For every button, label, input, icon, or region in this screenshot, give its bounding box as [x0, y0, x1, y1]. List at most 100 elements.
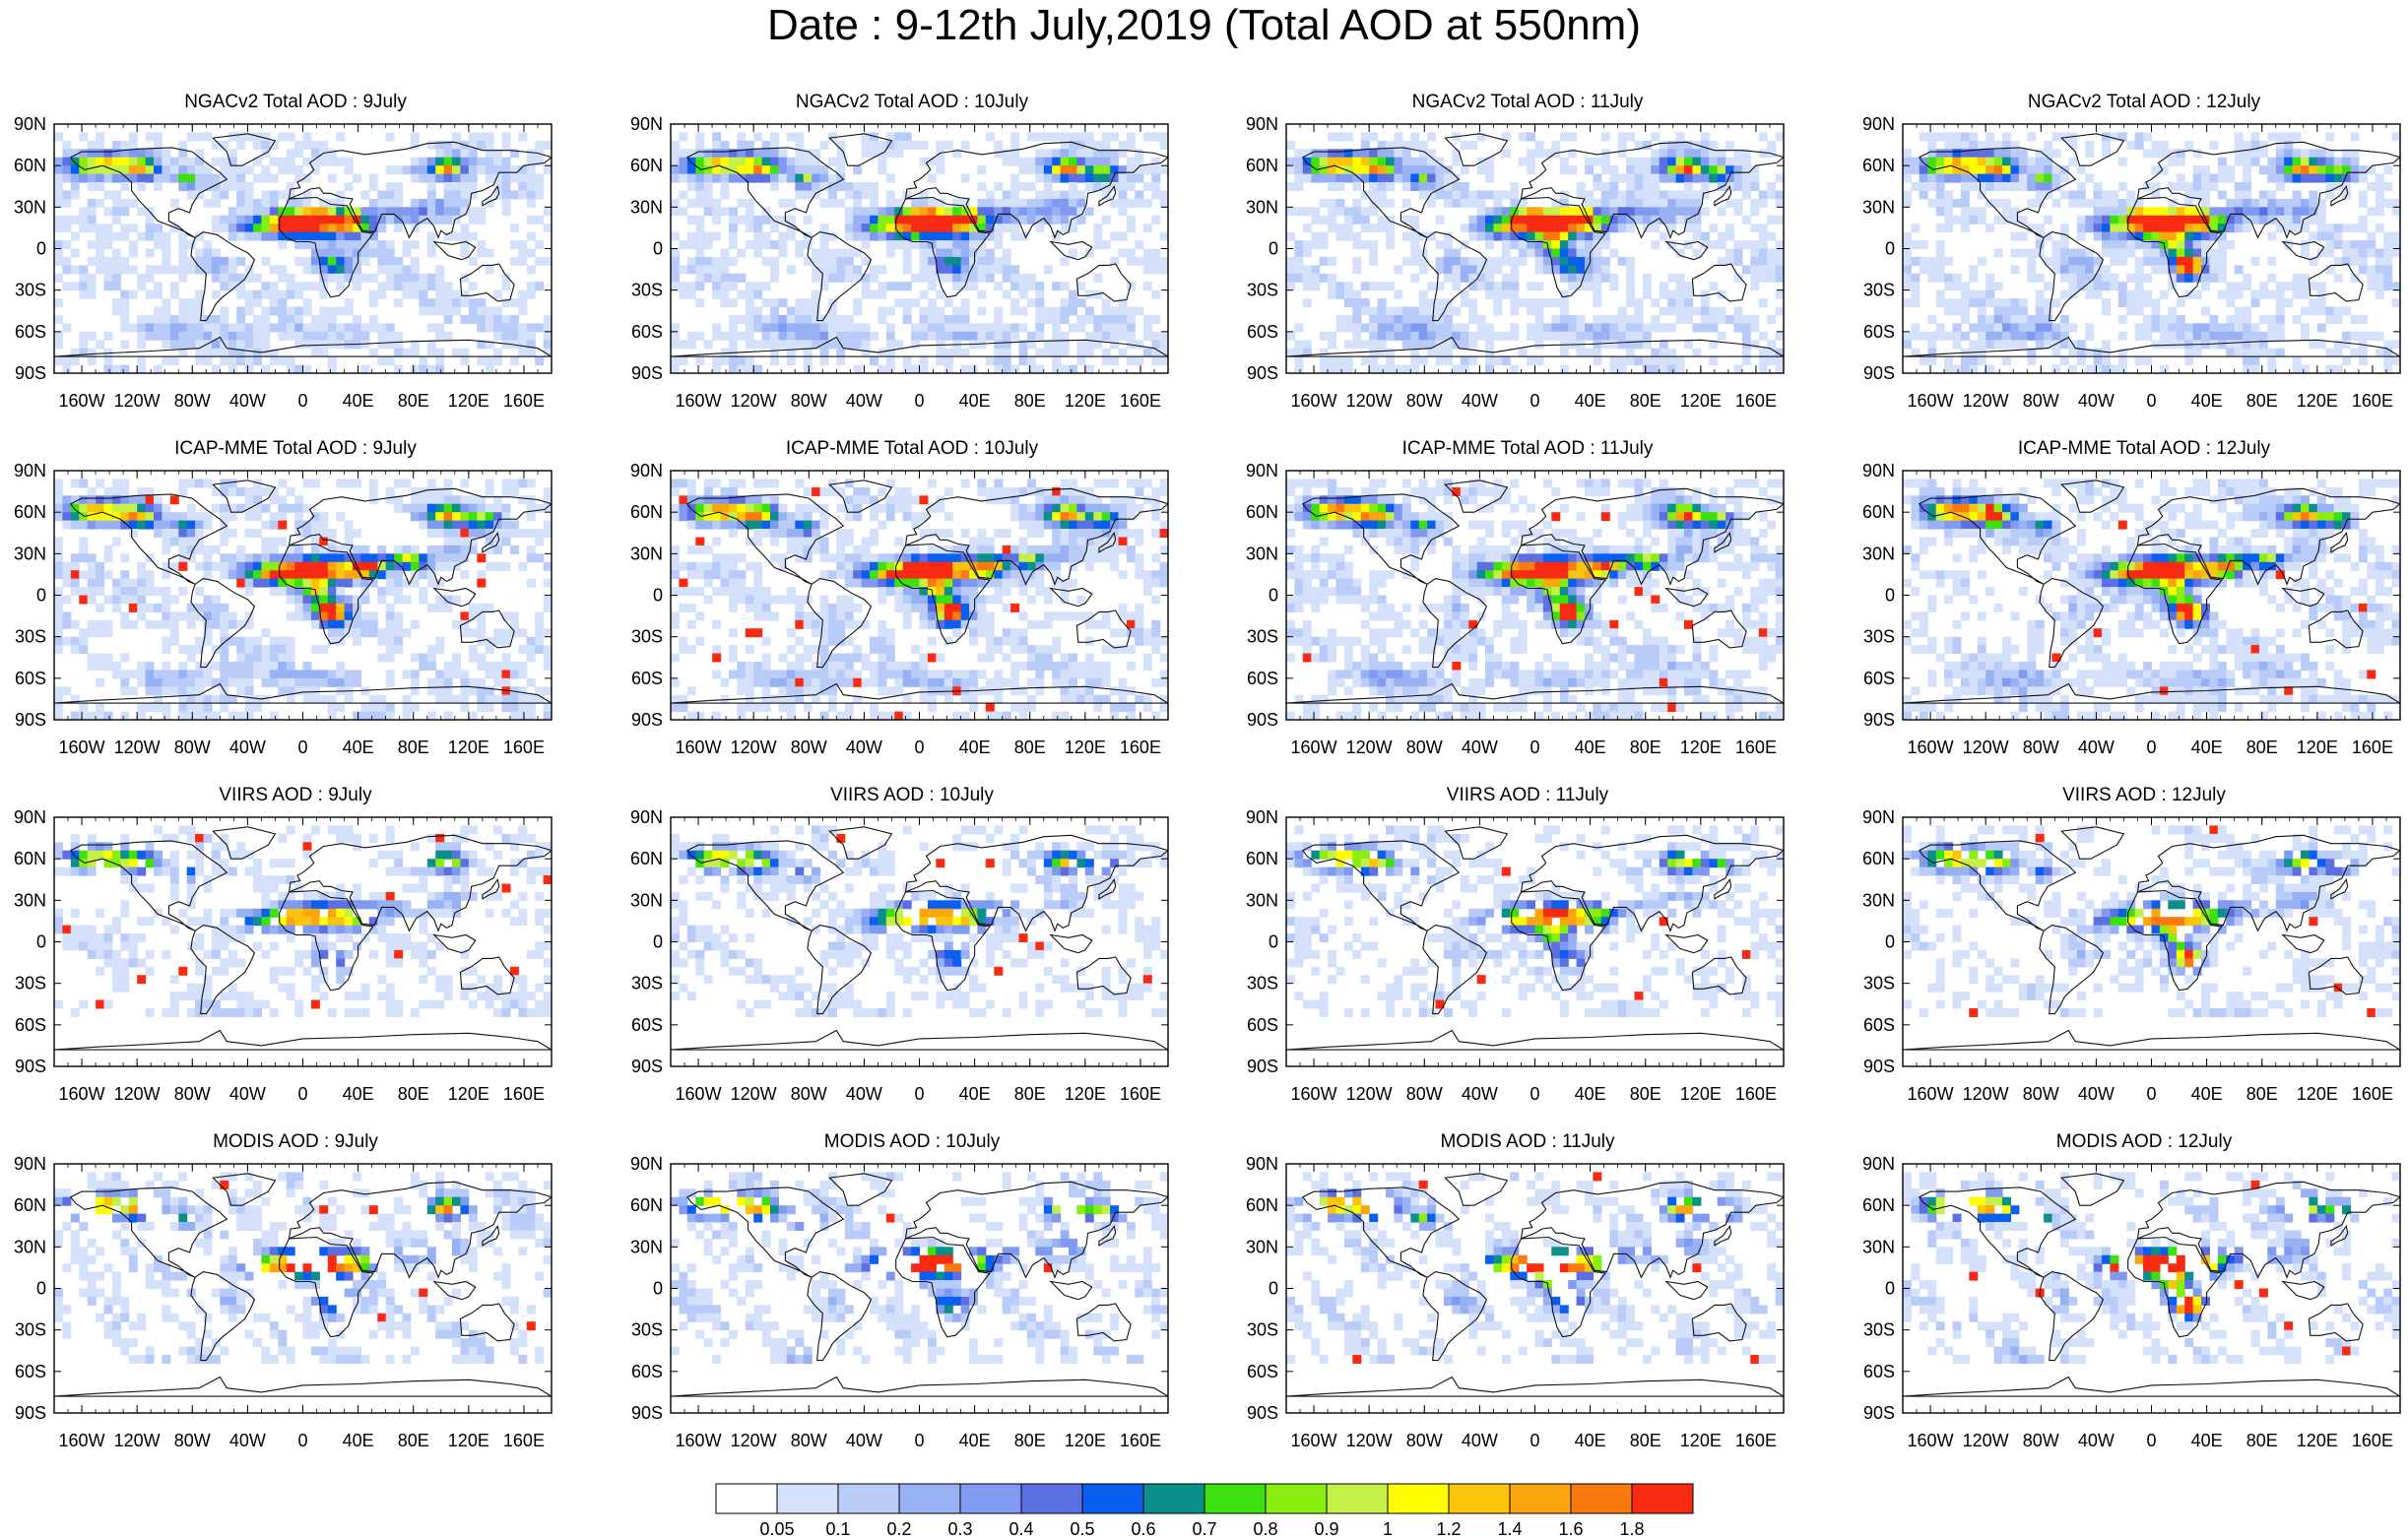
aod-cell — [261, 190, 271, 200]
aod-cell — [1709, 173, 1719, 183]
aod-cell — [994, 231, 1004, 241]
aod-cell — [162, 256, 171, 266]
aod-cell — [1593, 315, 1602, 324]
aod-cell — [2102, 207, 2111, 217]
aod-cell — [1585, 248, 1594, 258]
aod-cell — [819, 323, 829, 333]
aod-cell — [1985, 173, 1995, 183]
aod-cell — [186, 503, 196, 513]
aod-cell — [2176, 323, 2185, 333]
aod-cell — [2217, 340, 2227, 350]
aod-cell — [302, 132, 312, 142]
aod-cell — [1977, 149, 1986, 159]
aod-cell — [54, 165, 63, 175]
aod-cell — [62, 282, 72, 291]
aod-cell — [1410, 173, 1420, 183]
aod-cell — [460, 149, 470, 159]
aod-cell — [1069, 289, 1077, 299]
aod-cell — [2102, 140, 2111, 150]
aod-cell — [120, 553, 130, 563]
aod-cell — [2035, 173, 2045, 183]
aod-cell — [137, 331, 147, 341]
aod-cell — [1352, 331, 1362, 341]
lon-label: 80E — [2246, 391, 2278, 411]
aod-cell — [186, 306, 196, 316]
aod-cell — [154, 503, 163, 513]
aod-cell — [786, 348, 796, 357]
aod-cell — [695, 190, 705, 200]
aod-cell — [137, 512, 147, 522]
aod-cell — [2168, 340, 2178, 350]
aod-cell — [269, 486, 279, 496]
aod-cell — [2027, 331, 2037, 341]
aod-cell — [1394, 315, 1403, 324]
aod-cell — [220, 348, 229, 357]
aod-cell — [2010, 173, 2020, 183]
aod-cell — [1002, 273, 1011, 283]
coastlines — [1286, 133, 1784, 357]
aod-cell — [211, 364, 221, 373]
aod-cell — [70, 215, 80, 224]
aod-cell — [737, 198, 747, 208]
aod-cell — [269, 561, 279, 571]
aod-cell — [310, 553, 320, 563]
aod-cell — [1386, 323, 1395, 333]
aod-cell — [1076, 190, 1086, 200]
aod-cell — [261, 132, 271, 142]
aod-cell — [2243, 282, 2252, 291]
aod-cell — [1985, 340, 1995, 350]
aod-cell — [960, 140, 970, 150]
aod-cell — [1159, 190, 1168, 200]
aod-cell — [1427, 157, 1437, 166]
aod-cell — [385, 561, 395, 571]
aod-cell — [1919, 157, 1928, 166]
aod-cell — [1758, 348, 1768, 357]
aod-cell — [1927, 273, 1937, 283]
aod-cell — [870, 207, 879, 217]
aod-cell — [169, 529, 179, 538]
aod-cell — [2010, 182, 2020, 191]
aod-cell — [712, 331, 722, 341]
aod-cell — [435, 149, 445, 159]
aod-cell — [761, 323, 771, 333]
aod-cell — [1010, 190, 1020, 200]
aod-cell — [468, 215, 478, 224]
aod-cell — [1335, 207, 1345, 217]
aod-cell — [1394, 306, 1403, 316]
aod-cell — [2301, 224, 2310, 233]
aod-cell — [2151, 190, 2161, 200]
aod-cell — [535, 140, 545, 150]
aod-cell — [485, 198, 494, 208]
aod-cell — [228, 348, 237, 357]
aod-cell — [1642, 282, 1652, 291]
aod-cell — [2316, 157, 2326, 166]
aod-cell — [2151, 298, 2161, 308]
lat-label: 60S — [631, 322, 663, 342]
aod-cell — [319, 561, 329, 571]
aod-cell — [278, 578, 288, 588]
aod-cell — [2051, 149, 2061, 159]
aod-cell — [137, 561, 147, 571]
aod-cell — [54, 298, 63, 308]
aod-cell — [2159, 323, 2169, 333]
aod-cell — [1542, 215, 1552, 224]
aod-cell — [169, 282, 179, 291]
aod-cell — [1377, 173, 1387, 183]
aod-cell — [278, 289, 288, 299]
aod-cell — [70, 348, 80, 357]
aod-cell — [1510, 306, 1520, 316]
aod-cell — [2275, 140, 2285, 150]
aod-cell — [2258, 165, 2268, 175]
aod-cell — [294, 331, 304, 341]
aod-cell — [2383, 273, 2393, 283]
aod-cell — [1360, 190, 1370, 200]
aod-cell — [70, 248, 80, 258]
aod-cell — [169, 198, 179, 208]
aod-cell — [1485, 224, 1494, 233]
aod-cell — [1977, 157, 1986, 166]
aod-cell — [894, 298, 904, 308]
aod-cell — [2159, 265, 2169, 275]
aod-cell — [1118, 315, 1128, 324]
aod-cell — [137, 570, 147, 580]
aod-cell — [1977, 182, 1986, 191]
